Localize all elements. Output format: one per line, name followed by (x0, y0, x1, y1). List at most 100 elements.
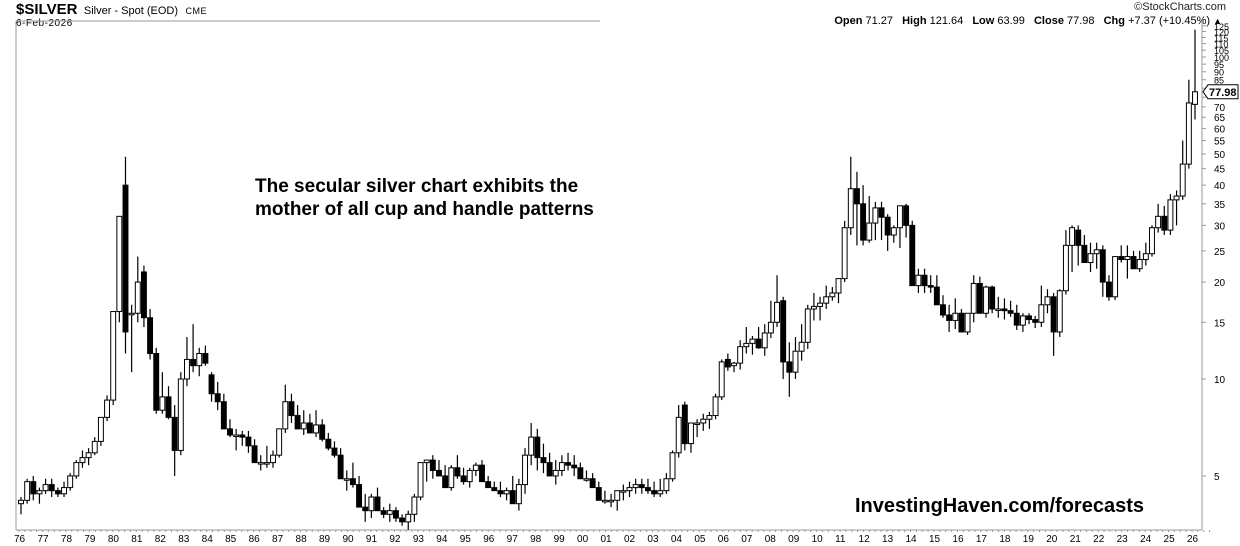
candle (632, 478, 639, 494)
candle (1161, 205, 1168, 236)
candle (300, 410, 307, 436)
candle (1112, 256, 1119, 300)
x-tick-label: 04 (671, 534, 683, 545)
candle (995, 296, 1002, 318)
candle (245, 430, 252, 453)
candle (177, 372, 184, 456)
candle (460, 467, 467, 485)
close-label: Close (1033, 15, 1064, 27)
x-tick-label: 17 (976, 534, 988, 545)
y-tick-label: 35 (1214, 200, 1226, 211)
candle (411, 493, 418, 522)
x-tick-label: 76 (14, 534, 26, 545)
x-tick-label: 88 (296, 534, 308, 545)
candle (620, 484, 627, 501)
candle (1093, 242, 1100, 269)
candle (952, 298, 959, 329)
x-tick-label: 89 (319, 534, 331, 545)
candle (958, 308, 965, 333)
candle (442, 465, 449, 489)
x-tick-label: 03 (647, 534, 659, 545)
x-tick-label: 09 (788, 534, 800, 545)
x-tick-label: 97 (507, 534, 519, 545)
candle (774, 275, 780, 328)
x-tick-label: 20 (1046, 534, 1058, 545)
candle (546, 452, 553, 477)
candle (614, 490, 621, 511)
candle (601, 490, 608, 504)
candle (196, 347, 203, 377)
candle (1173, 190, 1180, 226)
y-tick-label: 55 (1214, 137, 1226, 148)
x-tick-label: 00 (577, 534, 589, 545)
candle (589, 473, 596, 489)
candle (1142, 242, 1149, 266)
candle (712, 393, 719, 420)
y-tick-label: 115 (1214, 33, 1228, 43)
candle (761, 324, 768, 356)
candle (454, 455, 461, 479)
candle (737, 340, 744, 370)
candle (700, 413, 707, 431)
candle (823, 285, 830, 309)
candle (1130, 250, 1137, 270)
candle (61, 481, 67, 498)
candle (448, 465, 455, 491)
x-tick-label: 01 (601, 534, 613, 545)
candle (608, 493, 615, 508)
candle (202, 345, 209, 366)
candle (147, 308, 154, 360)
candle (1013, 304, 1020, 330)
candle (356, 475, 363, 508)
symbol: $SILVER (16, 1, 78, 18)
candle (153, 347, 160, 414)
x-tick-label: 24 (1140, 534, 1152, 545)
x-tick-label: 05 (694, 534, 706, 545)
candle (669, 450, 676, 482)
candle (42, 478, 49, 494)
candle (429, 455, 436, 479)
candle (239, 430, 246, 446)
high-value: 121.64 (929, 15, 964, 27)
candle (1136, 250, 1143, 272)
x-tick-label: 86 (249, 534, 261, 545)
candle (534, 428, 541, 471)
candle (571, 455, 578, 476)
candle (903, 203, 910, 238)
candle (263, 445, 270, 468)
candle (595, 481, 602, 501)
candle (1118, 245, 1125, 263)
y-tick-label: 85 (1214, 76, 1224, 86)
candle (405, 510, 412, 530)
candle (1105, 275, 1112, 301)
candle (479, 460, 485, 483)
candle (190, 324, 197, 373)
candle (399, 514, 406, 526)
y-tick-label: 25 (1214, 247, 1226, 258)
y-tick-label: 60 (1214, 124, 1226, 135)
candle (1149, 225, 1155, 257)
candle (325, 432, 332, 451)
candle (946, 304, 953, 332)
candle (392, 507, 399, 522)
last-price-tag: 77.98 (1202, 84, 1239, 100)
candle (122, 156, 129, 354)
x-tick-label: 95 (460, 534, 472, 545)
svg-text:77.98: 77.98 (1209, 87, 1237, 99)
x-tick-label: 21 (1070, 534, 1082, 545)
candle (663, 473, 670, 494)
candle (829, 287, 836, 301)
candle (1179, 140, 1186, 200)
candle (251, 439, 258, 464)
x-tick-label: 82 (155, 534, 167, 545)
candle (1007, 300, 1014, 317)
candle (749, 336, 756, 355)
y-tick-label: 65 (1214, 113, 1226, 124)
candle (374, 487, 381, 512)
chart-annotation: The secular silver chart exhibits the mo… (255, 175, 594, 221)
candle (294, 405, 301, 430)
candle (694, 419, 701, 438)
candle (755, 327, 762, 349)
y-tick-label: 90 (1214, 68, 1224, 78)
x-tick-label: 12 (859, 534, 871, 545)
